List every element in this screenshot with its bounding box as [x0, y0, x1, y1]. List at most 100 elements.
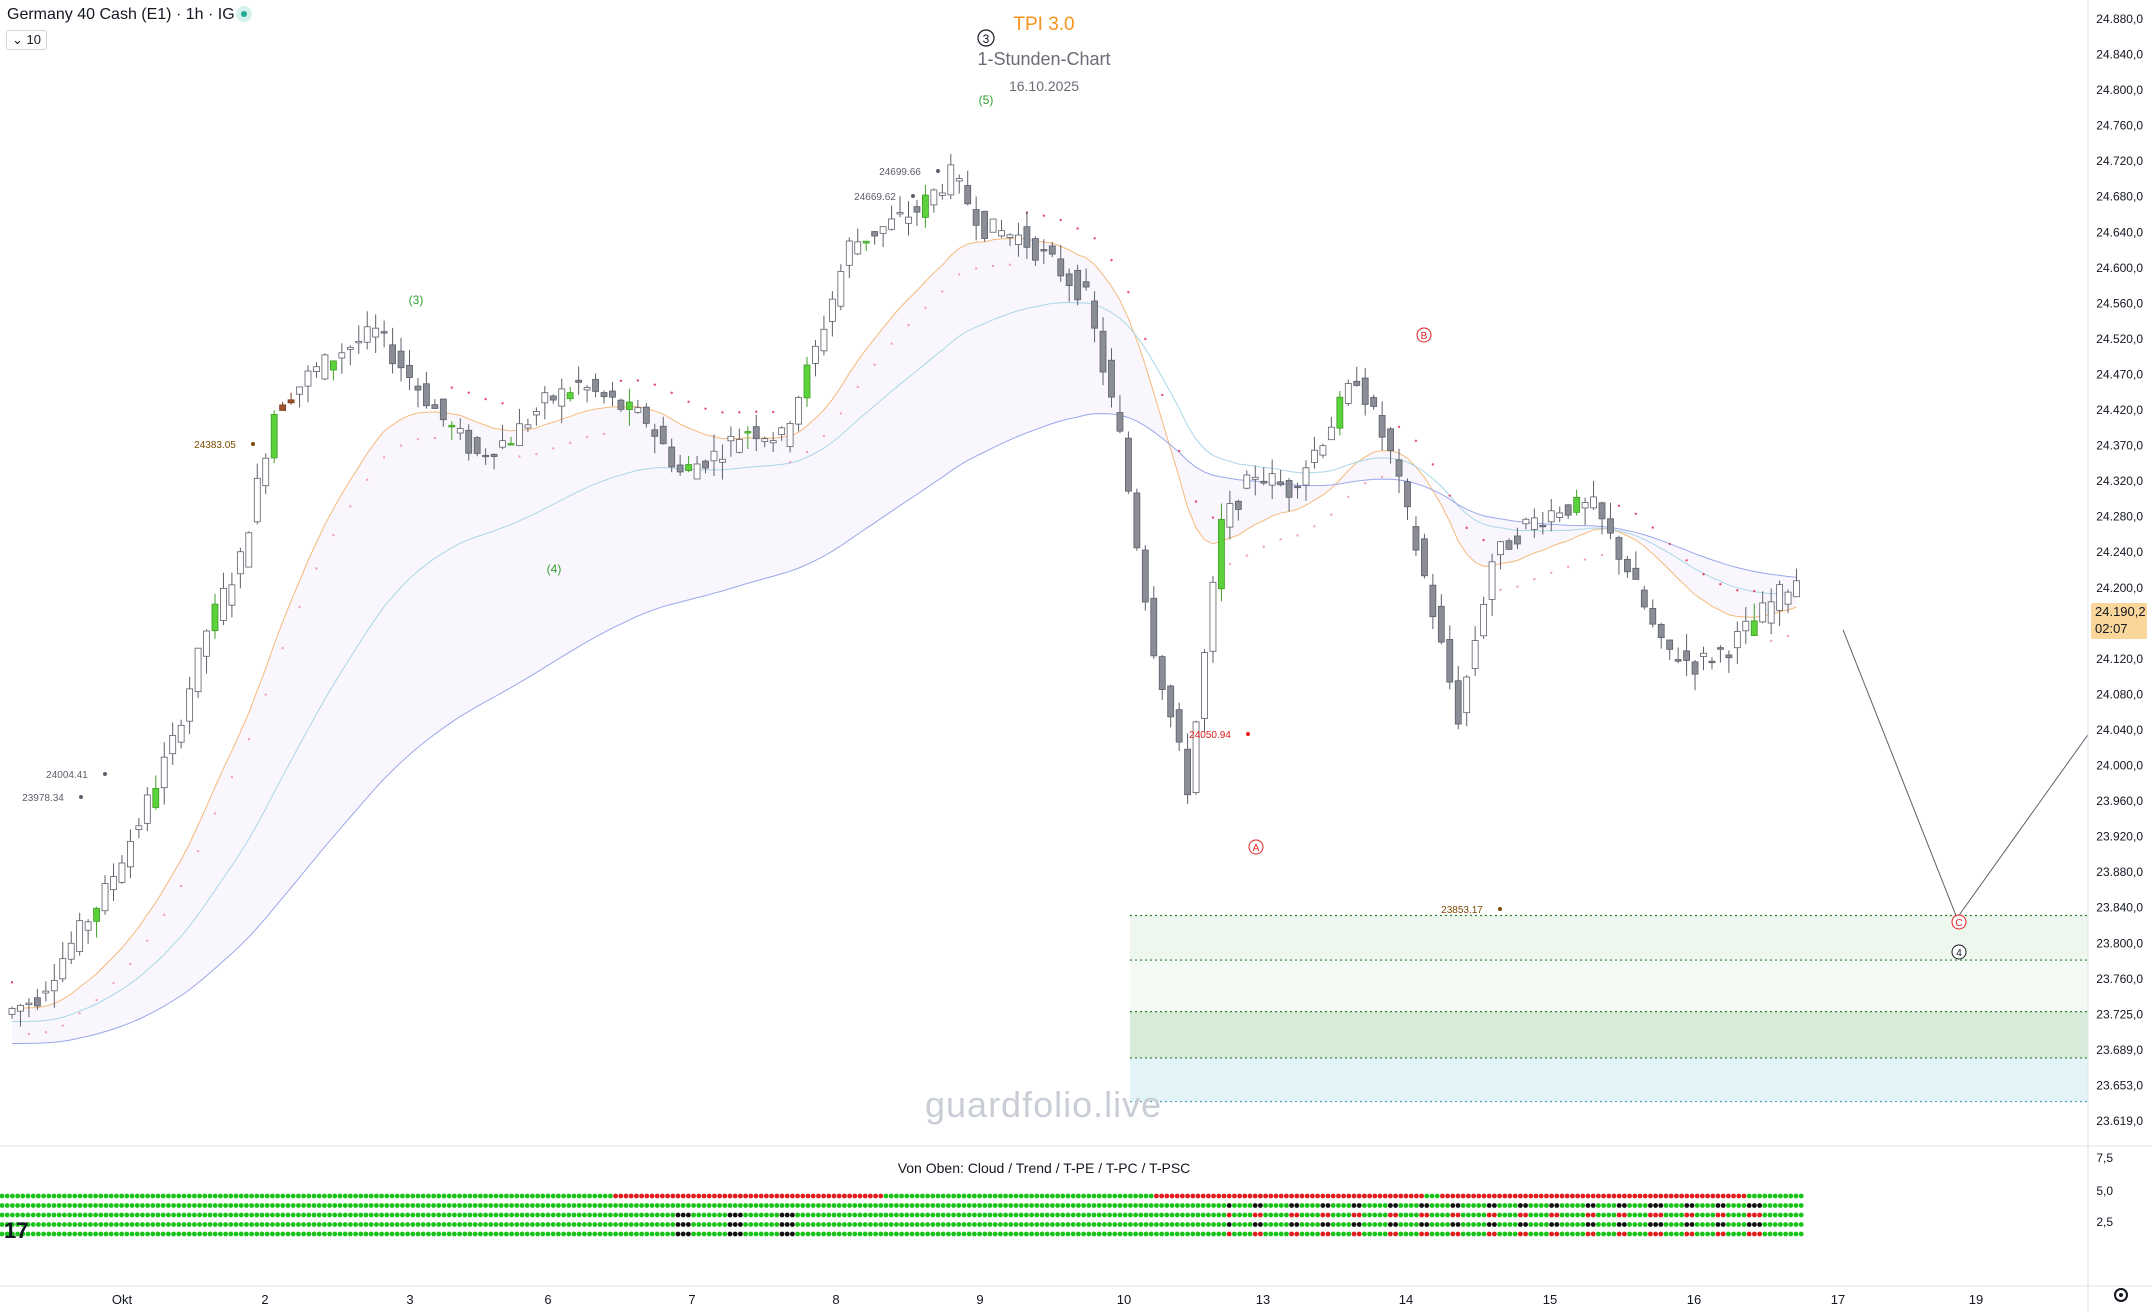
indicator-dot	[1726, 1222, 1731, 1227]
indicator-dot	[342, 1231, 348, 1237]
indicator-dot	[1289, 1222, 1294, 1227]
indicator-dot	[1476, 1203, 1482, 1208]
indicator-dot	[686, 1222, 691, 1227]
indicator-dot	[290, 1193, 296, 1199]
indicator-dot	[1044, 1203, 1050, 1208]
indicator-dot	[212, 1212, 218, 1218]
indicator-dot	[51, 1231, 57, 1237]
indicator-dot	[602, 1193, 608, 1199]
indicator-dot	[727, 1203, 733, 1208]
indicator-dot	[134, 1212, 140, 1218]
price-axis-label: 23.760,0	[2096, 972, 2143, 986]
candle-body	[786, 423, 794, 448]
indicator-dot	[1138, 1193, 1144, 1199]
indicator-dot	[259, 1193, 265, 1199]
candle-body	[1429, 584, 1437, 618]
indicator-dot	[1107, 1231, 1112, 1237]
indicator-dot	[545, 1222, 551, 1227]
indicator-dot	[1476, 1222, 1482, 1227]
indicator-dot	[519, 1212, 525, 1218]
indicator-dot	[904, 1212, 910, 1218]
ribbon-line-fast	[11, 237, 1797, 1010]
indicator-dot	[51, 1222, 57, 1227]
indicator-dot	[566, 1222, 572, 1227]
indicator-dot	[1003, 1193, 1008, 1199]
indicator-dot	[1596, 1222, 1601, 1227]
settings-icon[interactable]	[2114, 1288, 2128, 1302]
indicator-dot	[1694, 1203, 1700, 1208]
indicator-dot	[1705, 1203, 1710, 1208]
candle-body	[854, 241, 862, 255]
indicator-dot	[1512, 1231, 1518, 1237]
time-axis-label: 2	[261, 1292, 268, 1307]
indicator-dot	[1164, 1212, 1170, 1218]
symbol-title[interactable]: Germany 40 Cash (E1) · 1h · IG	[7, 6, 235, 23]
indicator-dot	[1642, 1203, 1648, 1208]
trail-dot	[1465, 526, 1468, 530]
indicator-dot	[535, 1222, 540, 1227]
indicator-dot	[452, 1193, 457, 1199]
trail-dot	[1431, 463, 1435, 466]
indicator-dot	[1356, 1193, 1362, 1199]
indicator-dot	[790, 1222, 795, 1227]
indicator-dot	[550, 1203, 556, 1208]
trail-dot	[44, 1031, 48, 1034]
candle-body	[127, 840, 134, 868]
indicator-dot	[244, 1231, 249, 1237]
indicator-dot	[1294, 1193, 1300, 1199]
trail-dot	[1380, 475, 1384, 479]
indicator-dot	[374, 1222, 379, 1227]
indicator-dot	[270, 1222, 275, 1227]
indicator-dot	[134, 1231, 140, 1237]
indicator-dot	[691, 1222, 696, 1227]
indicator-dot	[1689, 1203, 1695, 1208]
indicator-dot	[1024, 1203, 1029, 1208]
indicator-dot	[249, 1222, 255, 1227]
indicator-dot	[1601, 1231, 1606, 1237]
indicator-dot	[868, 1212, 873, 1218]
indicator-dot	[634, 1203, 639, 1208]
interval-button[interactable]: ⌄ 10	[6, 30, 47, 50]
indicator-dot	[150, 1203, 156, 1208]
candle-body	[761, 438, 769, 442]
indicator-dot	[727, 1193, 733, 1199]
indicator-dot	[1351, 1203, 1357, 1208]
indicator-dot	[389, 1203, 395, 1208]
tradingview-logo[interactable]: 17	[4, 1218, 29, 1243]
indicator-dot	[431, 1203, 436, 1208]
indicator-dot	[160, 1231, 166, 1237]
indicator-dot	[1284, 1222, 1289, 1227]
price-annotation-dot	[911, 194, 915, 198]
indicator-dot	[150, 1231, 156, 1237]
trail-dot	[1262, 545, 1265, 548]
indicator-dot	[1403, 1203, 1409, 1208]
price-annotation-dot	[251, 442, 255, 446]
indicator-dot	[62, 1222, 67, 1227]
indicator-dot	[576, 1193, 582, 1199]
indicator-dot	[899, 1203, 904, 1208]
indicator-dot	[426, 1231, 431, 1237]
indicator-dots	[0, 1193, 1804, 1237]
indicator-dot	[940, 1222, 946, 1227]
indicator-dot	[758, 1231, 764, 1237]
indicator-dot	[155, 1193, 161, 1199]
indicator-dot	[597, 1193, 603, 1199]
indicator-dot	[0, 1203, 5, 1208]
indicator-dot	[1476, 1193, 1482, 1199]
indicator-dot	[1050, 1231, 1055, 1237]
trail-dot	[1736, 589, 1739, 592]
indicator-dot	[1424, 1212, 1430, 1218]
candle-body	[448, 424, 456, 428]
indicator-dot	[764, 1231, 769, 1237]
indicator-dot	[166, 1193, 171, 1199]
indicator-dot	[1694, 1193, 1700, 1199]
candle-body	[321, 354, 329, 380]
indicator-dot	[1055, 1193, 1060, 1199]
indicator-dot	[805, 1212, 811, 1218]
candle-body	[1784, 591, 1792, 605]
indicator-dot	[1455, 1193, 1461, 1199]
indicator-dot	[1570, 1193, 1575, 1199]
trail-dot	[1769, 639, 1773, 643]
